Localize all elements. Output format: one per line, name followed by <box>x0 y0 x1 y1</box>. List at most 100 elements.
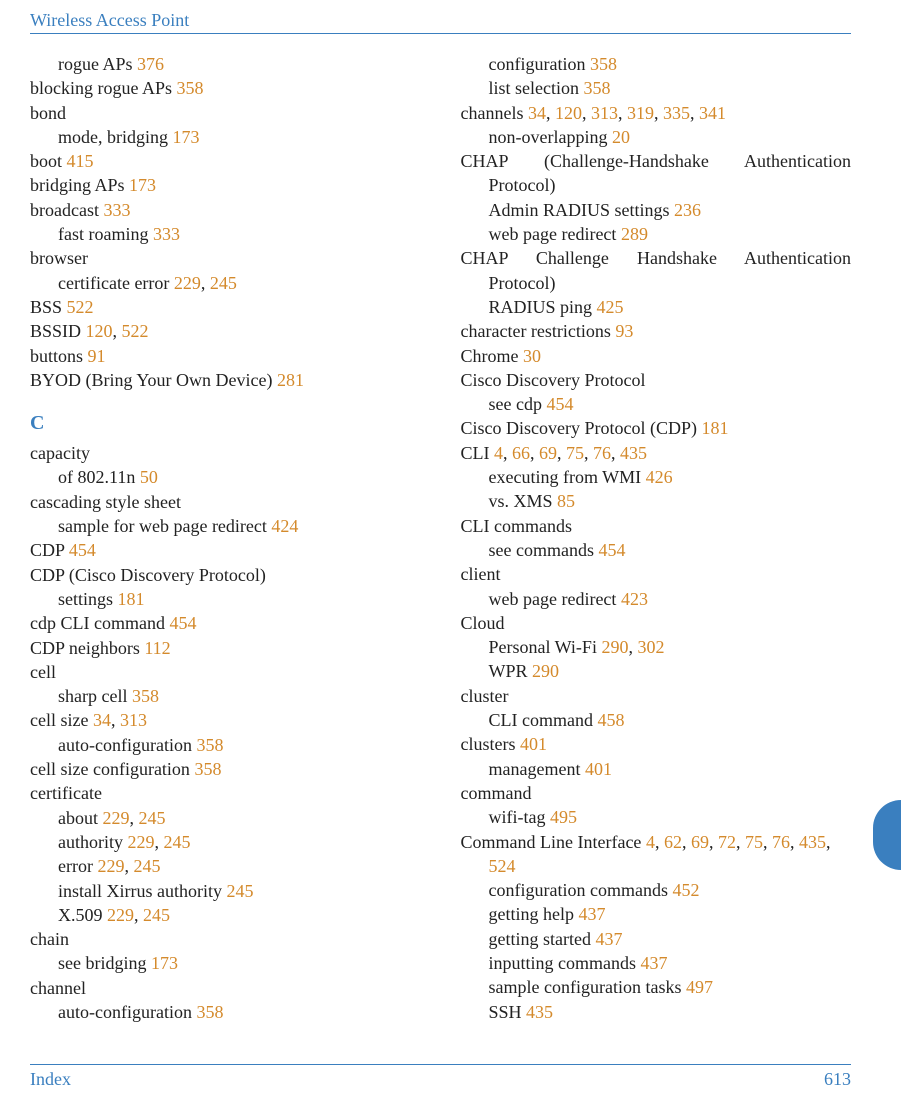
page-ref[interactable]: 34 <box>93 710 111 730</box>
page-ref[interactable]: 173 <box>173 127 200 147</box>
page-ref[interactable]: 454 <box>598 540 625 560</box>
page-ref[interactable]: 335 <box>663 103 690 123</box>
page-ref[interactable]: 245 <box>164 832 191 852</box>
page-ref[interactable]: 319 <box>627 103 654 123</box>
page-ref[interactable]: 522 <box>122 321 149 341</box>
page-ref[interactable]: 401 <box>520 734 547 754</box>
page-ref[interactable]: 229 <box>103 808 130 828</box>
page-ref[interactable]: 437 <box>595 929 622 949</box>
page-ref[interactable]: 281 <box>277 370 304 390</box>
page-ref[interactable]: 435 <box>526 1002 553 1022</box>
page-ref[interactable]: 181 <box>701 418 728 438</box>
index-entry: BSS 522 <box>30 295 421 319</box>
index-entry: CDP 454 <box>30 538 421 562</box>
page-ref[interactable]: 358 <box>132 686 159 706</box>
page-ref[interactable]: 20 <box>612 127 630 147</box>
page-ref[interactable]: 341 <box>699 103 726 123</box>
page-ref[interactable]: 120 <box>555 103 582 123</box>
entry-text: SSH <box>489 1002 527 1022</box>
page-ref[interactable]: 85 <box>557 491 575 511</box>
page-ref[interactable]: 245 <box>133 856 160 876</box>
page-ref[interactable]: 173 <box>129 175 156 195</box>
index-entry: CDP neighbors 112 <box>30 636 421 660</box>
page-ref[interactable]: 34 <box>528 103 546 123</box>
page-ref[interactable]: 93 <box>615 321 633 341</box>
page-ref[interactable]: 497 <box>686 977 713 997</box>
page-ref[interactable]: 454 <box>69 540 96 560</box>
page-ref[interactable]: 91 <box>88 346 106 366</box>
page-ref[interactable]: 333 <box>103 200 130 220</box>
page-ref[interactable]: 173 <box>151 953 178 973</box>
index-entry: channels 34, 120, 313, 319, 335, 341 <box>461 101 852 125</box>
entry-text: sharp cell <box>58 686 132 706</box>
page-ref[interactable]: 454 <box>169 613 196 633</box>
page-ref[interactable]: 229 <box>128 832 155 852</box>
entry-text: see commands <box>489 540 599 560</box>
page-ref[interactable]: 454 <box>546 394 573 414</box>
page-ref[interactable]: 66 <box>512 443 530 463</box>
entry-text: CLI <box>461 443 495 463</box>
page-ref[interactable]: 495 <box>550 807 577 827</box>
entry-text: certificate <box>30 783 102 803</box>
page-ref[interactable]: 236 <box>674 200 701 220</box>
page-ref[interactable]: 458 <box>597 710 624 730</box>
page-ref[interactable]: 290 <box>532 661 559 681</box>
page-ref[interactable]: 435 <box>799 832 826 852</box>
index-entry: clusters 401 <box>461 732 852 756</box>
page-ref[interactable]: 302 <box>637 637 664 657</box>
page-ref[interactable]: 229 <box>97 856 124 876</box>
page-ref[interactable]: 75 <box>566 443 584 463</box>
page-ref[interactable]: 112 <box>144 638 170 658</box>
page-ref[interactable]: 424 <box>271 516 298 536</box>
page-ref[interactable]: 437 <box>641 953 668 973</box>
page-ref[interactable]: 401 <box>585 759 612 779</box>
page-ref[interactable]: 524 <box>489 856 516 876</box>
page-ref[interactable]: 437 <box>578 904 605 924</box>
page-ref[interactable]: 358 <box>194 759 221 779</box>
entry-text: install Xirrus authority <box>58 881 226 901</box>
index-entry: authority 229, 245 <box>30 830 421 854</box>
page-ref[interactable]: 425 <box>597 297 624 317</box>
page-ref[interactable]: 358 <box>196 1002 223 1022</box>
page-ref[interactable]: 423 <box>621 589 648 609</box>
page-ref[interactable]: 76 <box>593 443 611 463</box>
page-ref[interactable]: 313 <box>120 710 147 730</box>
page-ref[interactable]: 50 <box>140 467 158 487</box>
page-ref[interactable]: 452 <box>672 880 699 900</box>
page-ref[interactable]: 229 <box>107 905 134 925</box>
page-ref[interactable]: 333 <box>153 224 180 244</box>
page-ref[interactable]: 415 <box>67 151 94 171</box>
page-ref[interactable]: 245 <box>139 808 166 828</box>
page-ref[interactable]: 358 <box>177 78 204 98</box>
page-ref[interactable]: 358 <box>583 78 610 98</box>
index-entry: auto-configuration 358 <box>30 733 421 757</box>
page-ref[interactable]: 30 <box>523 346 541 366</box>
page-ref[interactable]: 435 <box>620 443 647 463</box>
page-ref[interactable]: 76 <box>772 832 790 852</box>
page-ref[interactable]: 245 <box>226 881 253 901</box>
page-ref[interactable]: 313 <box>591 103 618 123</box>
index-entry: blocking rogue APs 358 <box>30 76 421 100</box>
page-ref[interactable]: 229 <box>174 273 201 293</box>
page-ref[interactable]: 376 <box>137 54 164 74</box>
page-ref[interactable]: 289 <box>621 224 648 244</box>
entry-text: auto-configuration <box>58 735 196 755</box>
page-ref[interactable]: 522 <box>67 297 94 317</box>
page-ref[interactable]: 358 <box>590 54 617 74</box>
page-ref[interactable]: 72 <box>718 832 736 852</box>
page-ref[interactable]: 4 <box>494 443 503 463</box>
page-ref[interactable]: 69 <box>691 832 709 852</box>
page-ref[interactable]: 4 <box>646 832 655 852</box>
index-entry: sample configuration tasks 497 <box>461 975 852 999</box>
page-ref[interactable]: 75 <box>745 832 763 852</box>
page-ref[interactable]: 181 <box>118 589 145 609</box>
page-ref[interactable]: 290 <box>601 637 628 657</box>
page-ref[interactable]: 62 <box>664 832 682 852</box>
page-ref[interactable]: 358 <box>196 735 223 755</box>
page-ref[interactable]: 245 <box>143 905 170 925</box>
page-ref[interactable]: 426 <box>646 467 673 487</box>
page-ref[interactable]: 120 <box>86 321 113 341</box>
page-ref[interactable]: 245 <box>210 273 237 293</box>
entry-text: cell size <box>30 710 93 730</box>
page-ref[interactable]: 69 <box>539 443 557 463</box>
